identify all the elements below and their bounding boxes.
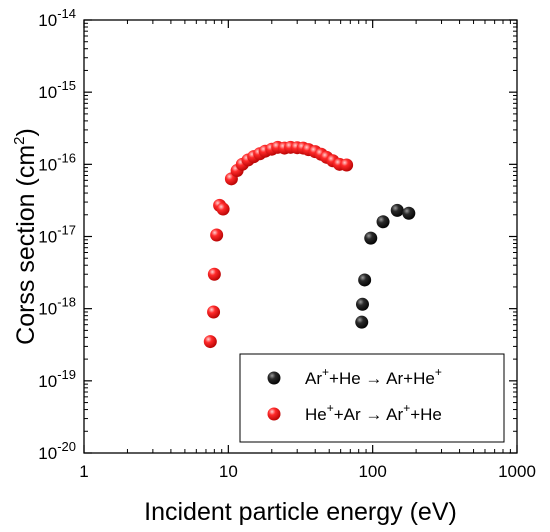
data-point (340, 158, 354, 172)
y-axis-title: Corss section (cm2) (11, 128, 40, 345)
data-point (390, 203, 404, 217)
legend-marker (267, 371, 281, 385)
data-point (355, 297, 369, 311)
y-tick-label: 10-18 (38, 295, 76, 319)
data-point (402, 206, 416, 220)
y-tick-label: 10-14 (38, 6, 76, 30)
y-tick-label: 10-17 (38, 223, 76, 247)
y-tick-label: 10-15 (38, 78, 76, 102)
legend-label: He++Ar → Ar++He (305, 401, 442, 424)
series-0 (355, 203, 416, 329)
y-axis-title-superscript: 2 (11, 136, 28, 144)
y-axis: 10-20 10-19 10-18 10-17 10-16 10-15 10-14 (38, 6, 517, 463)
y-tick-label: 10-20 (38, 439, 76, 463)
data-point (364, 231, 378, 245)
data-point (207, 267, 221, 281)
data-point (203, 335, 217, 349)
legend: Ar++He → Ar+He+ He++Ar → Ar++He (239, 353, 505, 443)
x-tick-label: 1000 (498, 462, 536, 481)
data-series (203, 140, 416, 349)
data-point (207, 305, 221, 319)
y-tick-label: 10-16 (38, 150, 76, 174)
x-tick-label: 1 (79, 462, 88, 481)
data-point (210, 228, 224, 242)
x-tick-label: 100 (358, 462, 386, 481)
y-tick-label: 10-19 (38, 367, 76, 391)
data-point (355, 315, 369, 329)
y-axis-title-main: Corss section (cm (12, 145, 40, 345)
x-axis: 1 10 100 1000 (79, 20, 536, 481)
x-axis-title: Incident particle energy (eV) (144, 498, 457, 526)
data-point (376, 215, 390, 229)
series-1 (203, 140, 354, 349)
data-point (216, 202, 230, 216)
legend-box (239, 353, 505, 443)
legend-marker (267, 407, 281, 421)
data-point (358, 273, 372, 287)
x-tick-label: 10 (219, 462, 238, 481)
y-axis-title-tail: ) (12, 128, 40, 136)
legend-label: Ar++He → Ar+He+ (305, 365, 442, 388)
